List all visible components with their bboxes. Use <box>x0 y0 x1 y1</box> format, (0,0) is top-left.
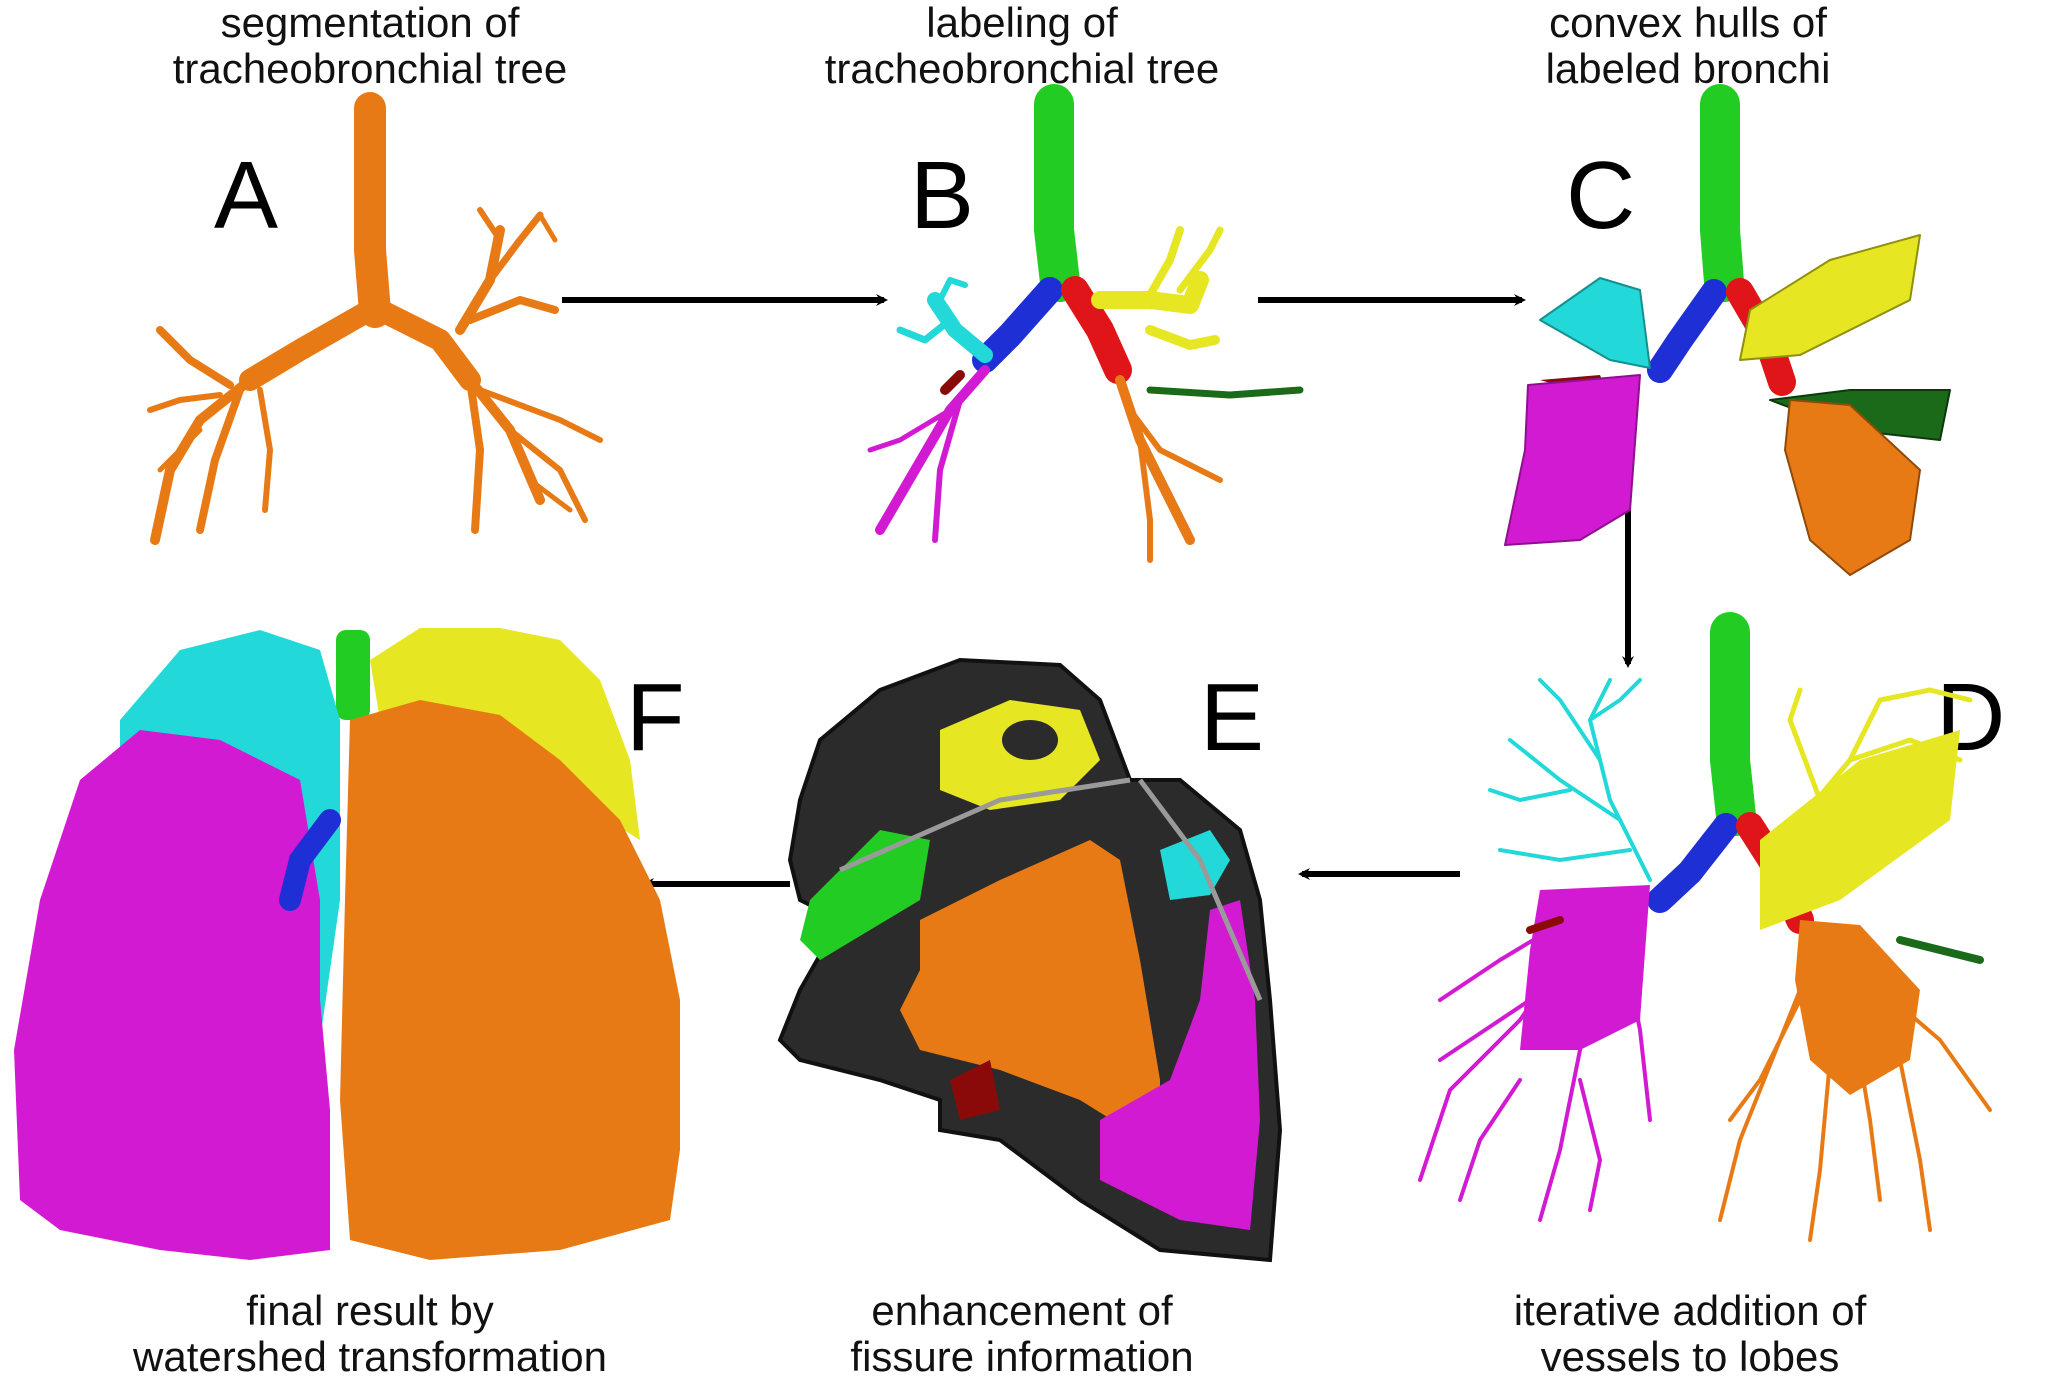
lingula-vessels-d <box>1896 936 1984 964</box>
lower-right-b-2 <box>932 397 963 543</box>
caption-b-line2: tracheobronchial tree <box>824 45 1220 92</box>
middle-right-vessels-d <box>1526 916 1564 934</box>
caption-d-line2: vessels to lobes <box>1540 1333 1840 1380</box>
lower-left-b-3 <box>1137 437 1153 563</box>
upper-left-b-4 <box>1145 325 1220 350</box>
right-main-bronchus-b <box>972 277 1063 373</box>
lower-left-vessels-d <box>1718 938 1992 1242</box>
lower-left-region-e <box>900 840 1160 1150</box>
lower-left-hull-c <box>1784 399 1921 576</box>
upper-right-b-3 <box>937 277 968 303</box>
caption-b: labeling of tracheobronchial tree <box>802 0 1242 92</box>
trachea-c <box>1700 84 1744 302</box>
caption-c-line1: convex hulls of <box>1549 0 1827 46</box>
lower-left-b-2 <box>1127 407 1223 483</box>
panel-d-vessels <box>1418 612 1992 1242</box>
trachea-region-e <box>800 830 930 960</box>
caption-f-line1: final result by <box>246 1287 494 1334</box>
left-main-bronchus-b <box>1061 276 1132 384</box>
upper-left-b <box>1091 271 1209 314</box>
upper-right-hull-c <box>1539 277 1651 369</box>
lower-right-lobe-f <box>14 730 330 1260</box>
lower-right-b <box>875 365 990 535</box>
fissure-line-2-e <box>1138 778 1263 1001</box>
panel-b-tree <box>867 84 1304 563</box>
caption-e: enhancement of fissure information <box>792 1288 1252 1380</box>
caption-d: iterative addition of vessels to lobes <box>1460 1288 1920 1380</box>
lower-right-region-e <box>1100 900 1260 1230</box>
lower-right-hull-c <box>1504 374 1641 546</box>
upper-right-region-e <box>1160 830 1230 900</box>
upper-right-vessels-d <box>1488 678 1652 882</box>
caption-e-line2: fissure information <box>850 1333 1194 1380</box>
upper-left-hull-d <box>1760 730 1960 930</box>
panel-a-tree <box>147 92 603 545</box>
middle-right-region-e <box>950 1060 1000 1120</box>
panel-letter-f: F <box>626 664 685 771</box>
panel-letter-b: B <box>910 142 975 249</box>
panel-letter-e: E <box>1200 664 1265 771</box>
caption-a: segmentation of tracheobronchial tree <box>150 0 590 92</box>
caption-f-line2: watershed transformation <box>133 1333 607 1380</box>
trachea-f <box>336 630 370 720</box>
caption-c-line2: labeled bronchi <box>1545 45 1831 92</box>
upper-left-b-3 <box>1176 226 1224 294</box>
middle-right-b <box>940 370 965 395</box>
caption-c: convex hulls of labeled bronchi <box>1468 0 1908 92</box>
caption-f: final result by watershed transformation <box>120 1288 620 1380</box>
trachea-b <box>1034 84 1080 302</box>
lower-right-vessels-d <box>1418 898 1652 1222</box>
upper-right-b <box>927 292 993 363</box>
upper-left-hole-e <box>1002 720 1058 760</box>
upper-left-vessels-d <box>1787 687 1973 823</box>
lower-left-hull-d <box>1795 920 1920 1095</box>
panel-c-hulls <box>1504 84 1951 576</box>
right-bronchus-f <box>279 809 341 911</box>
upper-left-b-2 <box>1146 226 1184 299</box>
panel-letter-c: C <box>1566 142 1636 249</box>
trachea-d <box>1710 612 1756 836</box>
caption-b-line1: labeling of <box>926 0 1118 46</box>
panel-e-slice <box>777 657 1283 1263</box>
right-main-bronchus-d <box>1647 813 1739 913</box>
lower-left-lobe-f <box>340 700 680 1260</box>
caption-d-line1: iterative addition of <box>1513 1287 1867 1334</box>
lower-right-b-3 <box>867 407 953 453</box>
lingula-b <box>1146 386 1304 399</box>
panel-letter-a: A <box>214 142 279 249</box>
upper-right-b-2 <box>896 316 954 344</box>
tree-a-branches <box>147 92 603 545</box>
caption-e-line1: enhancement of <box>871 1287 1173 1334</box>
fissure-line-1-e <box>838 777 1131 873</box>
upper-left-hull-c <box>1739 234 1921 361</box>
right-main-bronchus-c <box>1647 279 1727 383</box>
caption-a-line2: tracheobronchial tree <box>172 45 568 92</box>
panel-f-lungs <box>14 628 680 1260</box>
caption-a-line1: segmentation of <box>220 0 520 46</box>
